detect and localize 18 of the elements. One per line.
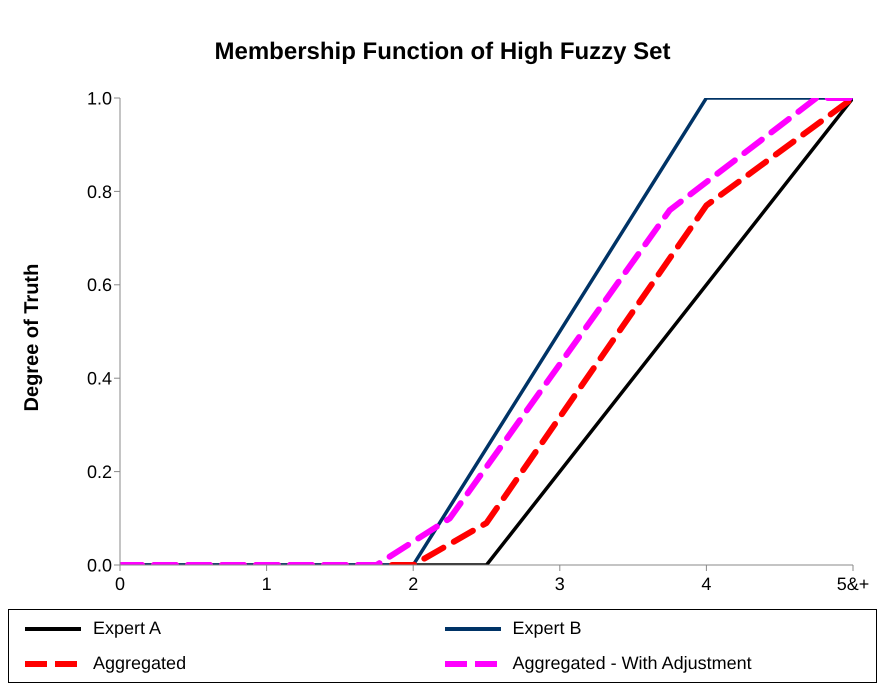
- y-tick-label: 1.0: [86, 88, 112, 108]
- y-axis-title: Degree of Truth: [21, 264, 44, 412]
- y-tick-label: 0.2: [86, 462, 112, 482]
- y-tick-label: 0.8: [86, 182, 112, 202]
- y-tick-label: 0.0: [86, 555, 112, 576]
- legend-label: Expert A: [93, 618, 162, 639]
- y-tick-label: 0.6: [86, 275, 112, 296]
- x-tick-label: 5&+: [836, 574, 870, 594]
- chart-title: Membership Function of High Fuzzy Set: [214, 38, 672, 66]
- x-tick-label: 4: [701, 574, 712, 594]
- x-tick-label: 1: [262, 574, 272, 594]
- x-tick-label: 3: [554, 574, 565, 594]
- legend-label: Expert B: [512, 618, 582, 639]
- legend-label: Aggregated: [93, 653, 186, 674]
- legend-label: Aggregated - With Adjustment: [512, 653, 752, 674]
- x-tick-label: 2: [408, 574, 418, 594]
- y-tick-label: 0.4: [86, 368, 112, 389]
- x-tick-label: 0: [114, 574, 126, 594]
